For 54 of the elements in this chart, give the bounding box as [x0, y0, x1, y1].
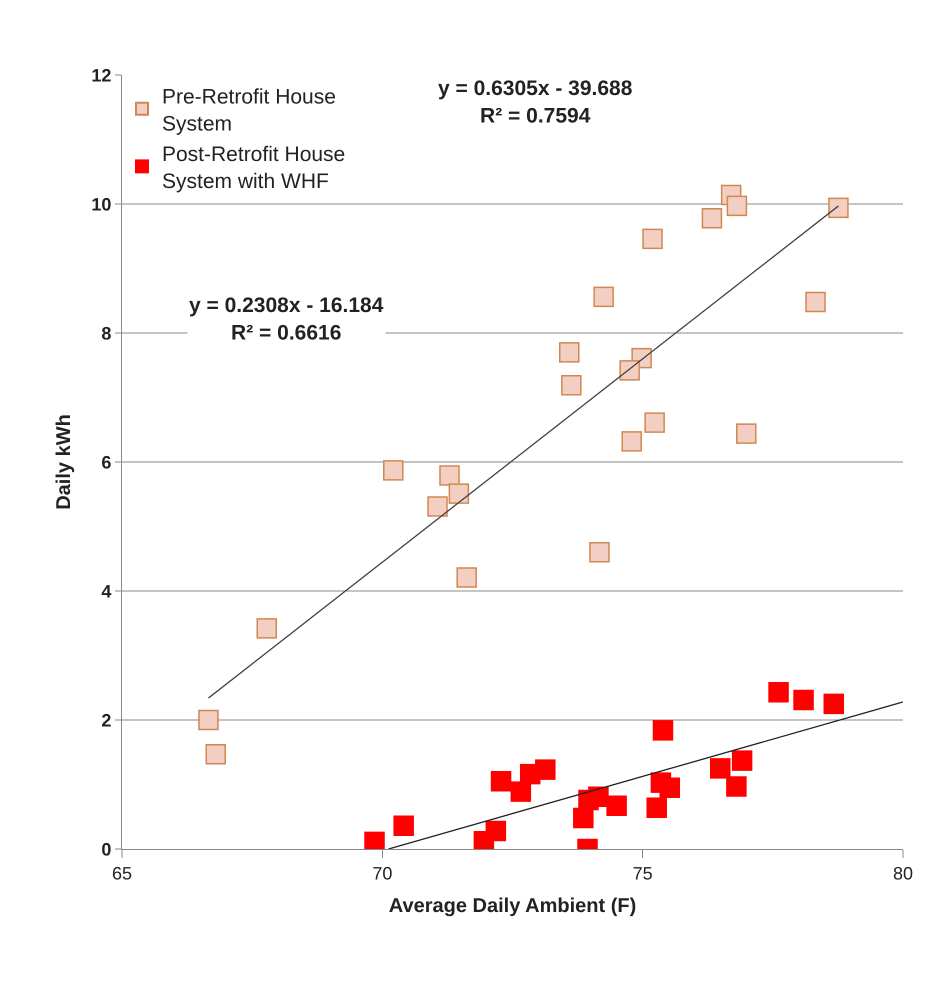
point [439, 465, 460, 486]
x-tick-label: 65 [112, 864, 132, 884]
y-axis-title: Daily kWh [52, 414, 75, 510]
point [710, 758, 730, 779]
legend-label: Pre-Retrofit House System [162, 85, 336, 136]
point [456, 567, 477, 588]
point [824, 694, 844, 714]
point [736, 423, 757, 444]
point [659, 777, 680, 798]
point [393, 816, 414, 836]
point [490, 771, 512, 792]
y-tick-label: 4 [101, 581, 112, 602]
point [535, 759, 556, 780]
y-tick-label: 12 [91, 65, 112, 86]
point [726, 776, 747, 797]
y-tick-label: 10 [91, 194, 112, 214]
annotation: y = 0.2308x - 16.184 R² = 0.6616 [189, 294, 384, 344]
point [652, 720, 674, 741]
y-tick-label: 0 [101, 839, 112, 860]
y-tick-label: 6 [101, 452, 112, 472]
x-axis-title: Average Daily Ambient (F) [388, 895, 636, 918]
point [702, 208, 722, 228]
point [646, 797, 667, 818]
point [793, 690, 814, 710]
point [448, 483, 470, 504]
y-tick-label: 8 [101, 323, 112, 344]
point [589, 542, 610, 563]
point [828, 198, 849, 218]
point [642, 228, 663, 250]
point [427, 496, 448, 517]
point [205, 744, 226, 764]
point [559, 342, 580, 363]
x-tick-label: 75 [632, 864, 653, 884]
x-tick-label: 70 [372, 864, 392, 884]
point [768, 682, 789, 703]
point [573, 808, 594, 828]
point [606, 796, 627, 816]
point [561, 374, 582, 396]
point [383, 460, 404, 481]
point [593, 286, 614, 308]
point [510, 781, 532, 802]
point [619, 360, 640, 381]
x-tick-label: 80 [892, 864, 914, 884]
point [256, 618, 277, 639]
annotation: y = 0.6305x - 39.688 R² = 0.7594 [438, 77, 633, 128]
legend-label: Post-Retrofit House System with WHF [162, 142, 346, 194]
point [726, 196, 748, 216]
point [644, 412, 665, 433]
point [805, 292, 826, 312]
point [198, 710, 219, 730]
point [732, 750, 752, 771]
y-tick-label: 2 [101, 710, 112, 730]
point [621, 431, 642, 452]
point [486, 820, 506, 842]
